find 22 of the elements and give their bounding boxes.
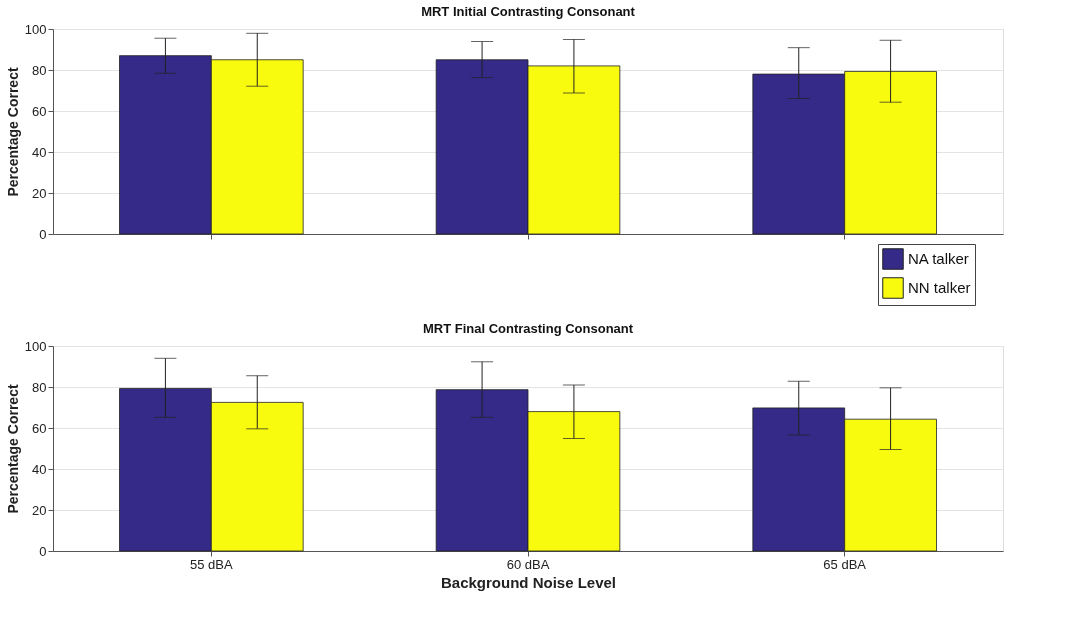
y-tick-label: 40 [32, 144, 47, 160]
y-axis-title: Percentage Correct [4, 67, 21, 197]
y-tick-label: 60 [32, 420, 47, 436]
y-tick-label: 0 [39, 543, 47, 559]
y-tick-label: 0 [39, 226, 47, 242]
y-tick-label: 80 [32, 379, 47, 395]
x-tick-label: 65 dBA [823, 556, 867, 572]
chart-title: MRT Initial Contrasting Consonant [421, 4, 636, 19]
x-axis-title: Background Noise Level [440, 573, 617, 591]
y-tick-label: 100 [24, 338, 47, 354]
x-tick-label: 60 dBA [506, 556, 550, 572]
y-tick-label: 60 [32, 103, 47, 119]
y-tick-label: 20 [32, 185, 47, 201]
y-axis-title: Percentage Correct [4, 384, 21, 514]
legend-label: NA talker [908, 250, 969, 267]
y-tick-label: 20 [32, 502, 47, 518]
y-tick-label: 80 [32, 62, 47, 78]
x-tick-label: 55 dBA [190, 556, 233, 572]
chart-title: MRT Final Contrasting Consonant [422, 321, 634, 336]
y-tick-label: 40 [32, 461, 47, 477]
y-tick-label: 100 [24, 21, 47, 37]
legend-label: NN talker [908, 279, 971, 296]
